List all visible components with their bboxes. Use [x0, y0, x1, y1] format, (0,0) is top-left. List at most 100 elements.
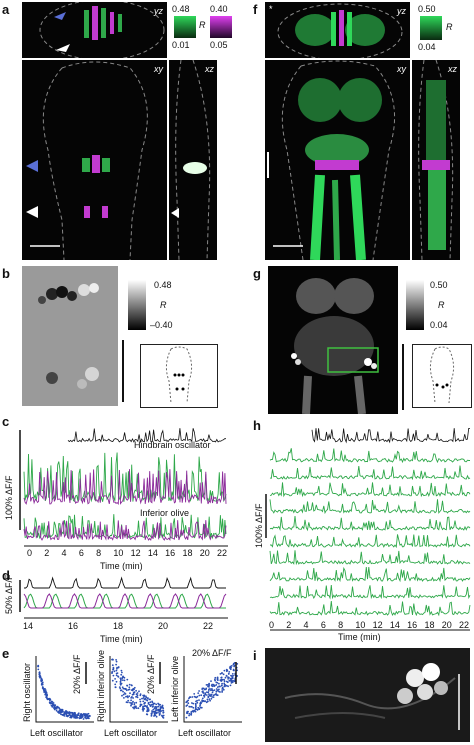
panel-g-inset: [412, 344, 472, 408]
panel-f-star: *: [269, 4, 273, 14]
panel-d-xlabel: Time (min): [100, 634, 143, 644]
panel-d-tick-20: 20: [158, 621, 169, 631]
panel-c-tick-22: 22: [217, 548, 228, 558]
panel-f-yz-image: * yz: [265, 2, 410, 58]
panel-h-traces: [265, 427, 471, 631]
panel-a-xz-image: xz: [169, 60, 217, 260]
panel-h-tick-16: 16: [407, 620, 418, 630]
trace-h-green-3: [269, 482, 471, 498]
panel-e-ylabel-2: Right inferior olive: [96, 649, 106, 722]
panel-h-tick-22: 22: [459, 620, 470, 630]
panel-b-image: [22, 266, 118, 406]
panel-c-tick-0: 0: [27, 548, 33, 558]
panel-h-tick-0: 0: [269, 620, 275, 630]
cb-a-r-label: R: [199, 20, 206, 30]
panel-label-d: d: [2, 568, 10, 583]
trace-h-green-10: [269, 601, 471, 617]
panel-c-tick-14: 14: [147, 548, 158, 558]
panel-g-colorbar: 0.50 R 0.04: [404, 280, 468, 330]
panel-e-scatter-1: [35, 656, 94, 723]
panel-b-svg: [38, 283, 99, 389]
panel-b-inset: [140, 344, 218, 408]
cb-b-bar: [128, 280, 146, 330]
panel-h-xlabel: Time (min): [338, 632, 381, 642]
panel-c-tick-16: 16: [165, 548, 176, 558]
trace-hindbrain-green: [23, 452, 227, 503]
panel-c-xlabel: Time (min): [100, 561, 143, 571]
cb-g-max: 0.50: [430, 280, 448, 290]
panel-h-tick-2: 2: [286, 620, 292, 630]
panel-label-a: a: [2, 2, 10, 17]
panel-f-colorbar: 0.50 R 0.04: [414, 2, 472, 58]
panel-e-xlabel-1: Left oscillator: [30, 728, 84, 738]
cb-f-max: 0.50: [418, 4, 436, 14]
panel-h-tick-18: 18: [424, 620, 435, 630]
panel-a-xz-label: xz: [205, 64, 214, 74]
panel-h-tick-12: 12: [372, 620, 383, 630]
panel-d-traces: [19, 576, 228, 619]
panel-e-ylabel-3: Left inferior olive: [170, 655, 180, 722]
panel-c-tick-6: 6: [78, 548, 84, 558]
panel-f-yz-svg: [277, 3, 403, 58]
panel-label-g: g: [253, 266, 261, 281]
panel-b-inset-svg: [165, 346, 193, 404]
panel-e-scatter-2: [109, 656, 168, 723]
trace-h-green-8: [269, 566, 471, 583]
cb-f-r-label: R: [446, 22, 453, 32]
panel-g-image: [268, 266, 398, 414]
trace-h-green-6: [270, 534, 471, 549]
panel-c-label-olive: Inferior olive: [140, 508, 190, 518]
panel-f-xz-label: xz: [448, 64, 457, 74]
panel-g-scalebar: [402, 344, 404, 410]
cb-g-bar: [406, 280, 424, 330]
panel-a-xy-image: xy: [22, 60, 167, 260]
panel-e-xlabel-2: Left oscillator: [104, 728, 158, 738]
panel-a-colorbar: 0.48 0.40 R 0.01 0.05: [168, 2, 248, 58]
panel-c-ylabel: 100% ΔF/F: [4, 475, 14, 520]
panel-b-scalebar: [122, 340, 124, 402]
panel-e-plot-1: Right oscillator Left oscillator 20% ΔF/F: [22, 650, 96, 742]
panel-i-image: [265, 648, 470, 742]
panel-c-tick-2: 2: [44, 548, 50, 558]
panel-f-xy-label: xy: [397, 64, 406, 74]
panel-h-tick-8: 8: [338, 620, 344, 630]
panel-f-star-marker: [267, 152, 269, 178]
panel-e-plot-2: Right inferior olive Left oscillator 20% Δ…: [96, 649, 170, 742]
panel-e-scale-3: 20% ΔF/F: [192, 648, 232, 658]
panel-a-xy-svg: [26, 61, 148, 260]
trace-olive-magenta: [23, 520, 227, 542]
panel-label-h: h: [253, 418, 261, 433]
panel-label-b: b: [2, 266, 10, 281]
panel-label-c: c: [2, 414, 10, 429]
panel-f-xz-image: xz: [412, 60, 460, 260]
panel-h-tick-4: 4: [303, 620, 309, 630]
panel-a-yz-image: yz: [22, 2, 167, 58]
trace-h-green-9: [269, 584, 471, 600]
panel-d-tick-16: 16: [68, 621, 79, 631]
cb-a-green-bar: [174, 16, 196, 38]
cb-b-max: 0.48: [154, 280, 172, 290]
trace-hindbrain-magenta: [23, 469, 227, 506]
panel-c-tick-20: 20: [199, 548, 210, 558]
cb-g-min: 0.04: [430, 320, 448, 330]
cb-f-bar: [420, 16, 442, 40]
panel-e-scatter-3: [183, 656, 242, 723]
panel-label-i: i: [253, 648, 257, 663]
panel-i-svg: [284, 663, 460, 730]
cb-a-magenta-bar: [210, 16, 232, 38]
trace-h-black: [311, 427, 471, 444]
panel-c-label-hindbrain: Hindbrain oscillator: [134, 440, 211, 450]
panel-c-tick-18: 18: [182, 548, 193, 558]
trace-h-green-1: [269, 448, 470, 464]
panel-h-tick-14: 14: [389, 620, 400, 630]
panel-d-ylabel: 50% ΔF/F: [4, 574, 14, 614]
panel-e-ylabel-1: Right oscillator: [22, 662, 32, 722]
panel-g-inset-svg: [429, 346, 455, 404]
panel-f-xy-svg: [273, 60, 395, 260]
cb-b-min: –0.40: [150, 320, 173, 330]
panel-h-tick-20: 20: [441, 620, 452, 630]
panel-f-xy-image: xy: [265, 60, 410, 260]
trace-d-magenta: [23, 593, 227, 609]
cb-g-r-label: R: [438, 300, 445, 310]
panel-f-yz-label: yz: [397, 6, 406, 16]
